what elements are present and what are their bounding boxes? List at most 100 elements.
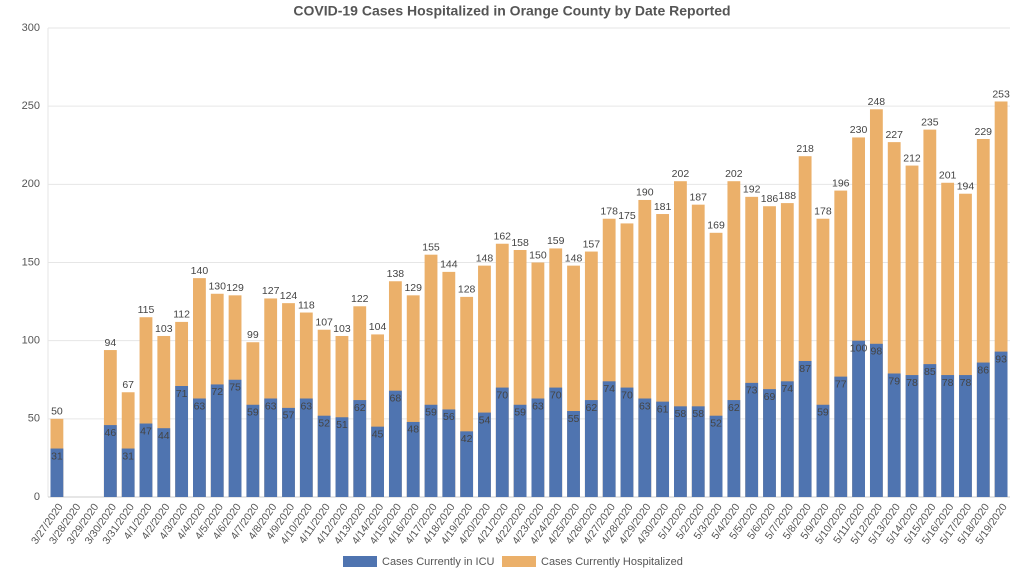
legend-swatch[interactable] [343, 556, 377, 567]
data-label: 45 [372, 428, 384, 440]
data-label: 218 [796, 143, 814, 155]
bar [121, 448, 135, 497]
bar [994, 351, 1008, 497]
data-label: 70 [550, 389, 562, 401]
data-label: 78 [906, 377, 918, 389]
data-label: 196 [832, 177, 850, 189]
data-label: 55 [568, 413, 580, 425]
data-label: 122 [351, 293, 369, 305]
data-label: 150 [529, 249, 547, 261]
data-label: 248 [868, 96, 886, 108]
data-label: 52 [710, 417, 722, 429]
data-label: 63 [639, 400, 651, 412]
data-label: 58 [675, 408, 687, 420]
data-label: 130 [208, 281, 226, 293]
data-label: 74 [781, 383, 793, 395]
data-label: 157 [583, 238, 601, 250]
bar [727, 400, 741, 497]
data-label: 187 [689, 191, 707, 203]
bar [139, 423, 153, 497]
data-label: 148 [565, 252, 583, 264]
data-label: 178 [814, 206, 832, 218]
data-label: 230 [850, 124, 868, 136]
data-label: 188 [779, 190, 797, 202]
data-label: 78 [960, 377, 972, 389]
bar [887, 373, 901, 497]
bar [745, 382, 759, 497]
data-label: 103 [155, 323, 173, 335]
y-tick-label: 200 [22, 178, 40, 190]
data-label: 112 [173, 309, 190, 321]
data-label: 46 [105, 427, 117, 439]
bar [798, 360, 812, 497]
data-label: 115 [138, 304, 155, 316]
y-tick-label: 0 [34, 491, 40, 503]
data-label: 181 [654, 201, 672, 213]
bar [157, 428, 171, 497]
y-tick-label: 250 [22, 100, 40, 112]
data-label: 103 [333, 323, 351, 335]
data-label: 148 [476, 252, 494, 264]
bar [620, 387, 634, 497]
bar [103, 425, 117, 497]
bar [442, 409, 456, 497]
data-label: 48 [407, 424, 419, 436]
bar [763, 389, 776, 497]
data-label: 235 [921, 116, 939, 128]
legend-label[interactable]: Cases Currently in ICU [382, 556, 495, 568]
bar [317, 415, 331, 497]
data-label: 155 [422, 241, 440, 253]
bar [549, 387, 563, 497]
data-label: 70 [621, 389, 633, 401]
data-label: 51 [336, 419, 348, 431]
chart-title: COVID-19 Cases Hospitalized in Orange Co… [293, 3, 730, 19]
data-label: 59 [247, 407, 259, 419]
data-label: 63 [300, 400, 312, 412]
bar [513, 404, 527, 497]
data-label: 144 [440, 259, 458, 271]
data-label: 85 [924, 366, 936, 378]
bar [852, 340, 865, 497]
legend-swatch[interactable] [502, 556, 536, 567]
data-label: 59 [514, 407, 526, 419]
data-label: 63 [532, 400, 544, 412]
data-label: 71 [176, 388, 188, 400]
data-label: 229 [975, 126, 993, 138]
y-tick-label: 150 [22, 256, 40, 268]
bar [638, 398, 652, 497]
bar [335, 417, 349, 497]
legend-label[interactable]: Cases Currently Hospitalized [541, 556, 683, 568]
data-label: 194 [957, 180, 975, 192]
bar [210, 384, 224, 497]
data-label: 140 [191, 265, 209, 277]
bar [353, 400, 367, 497]
data-label: 104 [369, 321, 387, 333]
bar [478, 412, 491, 497]
data-label: 190 [636, 187, 654, 199]
bar [584, 400, 598, 497]
data-label: 52 [318, 417, 330, 429]
data-label: 70 [496, 389, 508, 401]
data-label: 74 [603, 383, 615, 395]
bar [424, 404, 438, 497]
data-label: 86 [977, 364, 989, 376]
data-label: 127 [262, 285, 280, 297]
data-label: 63 [194, 400, 206, 412]
data-label: 62 [354, 402, 366, 414]
bar [246, 404, 260, 497]
bar [282, 407, 295, 497]
data-label: 59 [425, 407, 437, 419]
data-label: 94 [105, 337, 117, 349]
bar [869, 343, 883, 497]
y-tick-label: 50 [28, 413, 40, 425]
data-label: 79 [888, 375, 900, 387]
bar [959, 375, 972, 497]
data-label: 175 [618, 210, 636, 222]
bar [674, 406, 687, 497]
data-label: 58 [692, 408, 704, 420]
data-label: 212 [903, 152, 921, 164]
data-label: 77 [835, 378, 847, 390]
data-label: 202 [672, 168, 690, 180]
bar [709, 415, 723, 497]
